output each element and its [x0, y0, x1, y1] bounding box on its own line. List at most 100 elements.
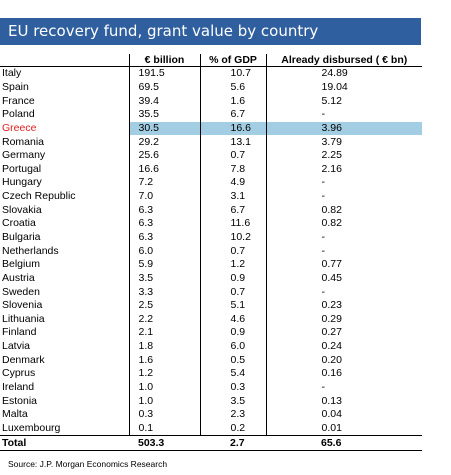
billion-cell: 0.1: [128, 421, 200, 436]
table-row: Bulgaria 6.3 10.2-: [0, 230, 422, 245]
gdp-cell: 16.6: [199, 121, 266, 136]
gdp-cell: 5.6: [199, 80, 266, 95]
table-row: Finland 2.1 0.9 0.27: [0, 326, 422, 340]
billion-cell: 1.0: [128, 380, 200, 395]
country-cell: Slovenia: [2, 299, 43, 312]
gdp-cell: 0.7: [199, 148, 266, 163]
billion-cell: 6.0: [128, 244, 200, 258]
disbursed-cell: 2.16: [265, 162, 422, 177]
table-row: Ireland 1.0 0.3-: [0, 380, 422, 395]
table-row: Croatia 6.3 11.6 0.82: [0, 217, 422, 231]
gdp-cell: 2.3: [199, 408, 266, 422]
disbursed-cell: 0.45: [265, 271, 422, 286]
billion-cell: 1.2: [128, 367, 200, 381]
disbursed-cell: 3.96: [265, 121, 422, 136]
country-cell: Greece: [2, 121, 37, 134]
table-row: Latvia 1.8 6.0 0.24: [0, 339, 422, 354]
disbursed-cell: 0.82: [265, 217, 422, 231]
gdp-cell: 1.2: [199, 257, 266, 272]
disbursed-cell: 0.27: [265, 326, 422, 340]
table-row: Portugal 16.6 7.8 2.16: [0, 162, 422, 177]
country-cell: Czech Republic: [2, 190, 76, 203]
disbursed-cell: 0.20: [265, 353, 422, 368]
disbursed-cell: 0.24: [265, 339, 422, 354]
table-row: Lithuania 2.2 4.6 0.29: [0, 312, 422, 327]
table-row: France 39.4 1.6 5.12: [0, 94, 422, 108]
billion-cell: 25.6: [128, 148, 200, 163]
gdp-cell: 5.4: [199, 367, 266, 381]
billion-cell: 1.0: [128, 394, 200, 409]
billion-cell: 2.1: [128, 326, 200, 340]
gdp-cell: 4.9: [199, 176, 266, 190]
gdp-cell: 5.1: [199, 298, 266, 313]
gdp-cell: 0.3: [199, 380, 266, 395]
country-cell: Luxembourg: [2, 421, 61, 434]
disbursed-cell: 0.13: [265, 394, 422, 409]
gdp-cell: 10.2: [199, 230, 266, 245]
country-cell: Portugal: [2, 162, 42, 175]
gdp-cell: 0.7: [199, 244, 266, 258]
gdp-cell: 0.9: [199, 271, 266, 286]
gdp-cell: 6.0: [199, 339, 266, 354]
country-cell: Italy: [2, 67, 22, 80]
country-cell: Romania: [2, 135, 45, 148]
disbursed-cell: -: [265, 176, 422, 190]
billion-cell: 5.9: [128, 257, 200, 272]
source-note: Source: J.P. Morgan Economics Research: [8, 459, 168, 469]
header-country: [0, 54, 129, 67]
country-cell: Estonia: [2, 394, 38, 407]
table-row: Italy 191.5 10.7 24.89: [0, 66, 422, 81]
country-cell: Austria: [2, 271, 35, 284]
table-row: Sweden 3.3 0.7-: [0, 285, 422, 299]
gdp-cell: 7.8: [199, 162, 266, 177]
billion-cell: 2.2: [128, 312, 200, 327]
country-cell: Latvia: [2, 340, 31, 353]
table-title: EU recovery fund, grant value by country: [0, 18, 421, 45]
total-disbursed: 65.6: [266, 435, 422, 451]
disbursed-cell: 0.23: [265, 298, 422, 313]
table-row: Netherlands 6.0 0.7-: [0, 244, 422, 258]
country-cell: Hungary: [2, 176, 42, 189]
country-cell: Lithuania: [2, 312, 45, 325]
billion-cell: 69.5: [128, 80, 200, 95]
billion-cell: 7.0: [128, 189, 200, 204]
billion-cell: 3.5: [128, 271, 200, 286]
disbursed-cell: 5.12: [265, 94, 422, 108]
header-gdp: % of GDP: [199, 54, 266, 67]
disbursed-cell: 24.89: [265, 66, 422, 81]
disbursed-cell: 0.16: [265, 367, 422, 381]
disbursed-cell: 3.79: [265, 135, 422, 149]
header-disbursed: Already disbursed ( € bn): [265, 54, 422, 67]
gdp-cell: 11.6: [199, 217, 266, 231]
disbursed-cell: 0.77: [265, 257, 422, 272]
table-row: Poland 35.5 6.7-: [0, 107, 422, 122]
country-cell: Netherlands: [2, 244, 59, 257]
country-cell: Spain: [2, 80, 29, 93]
table-row: Germany 25.6 0.7 2.25: [0, 148, 422, 163]
disbursed-cell: 19.04: [265, 80, 422, 95]
country-cell: Poland: [2, 108, 35, 121]
country-cell: Ireland: [2, 381, 35, 394]
table-row: Denmark 1.6 0.5 0.20: [0, 353, 422, 368]
billion-cell: 35.5: [128, 107, 200, 122]
billion-cell: 3.3: [128, 285, 200, 299]
gdp-cell: 1.6: [199, 94, 266, 108]
billion-cell: 1.6: [128, 353, 200, 368]
table-row: Czech Republic 7.0 3.1-: [0, 189, 422, 204]
table-row: Belgium 5.9 1.2 0.77: [0, 257, 422, 272]
country-cell: Cyprus: [2, 367, 36, 380]
gdp-cell: 0.5: [199, 353, 266, 368]
disbursed-cell: -: [265, 230, 422, 245]
disbursed-cell: -: [265, 189, 422, 204]
total-row: Total 503.3 2.7 65.6: [0, 435, 422, 451]
gdp-cell: 4.6: [199, 312, 266, 327]
gdp-cell: 6.7: [199, 107, 266, 122]
country-cell: Sweden: [2, 285, 40, 298]
billion-cell: 1.8: [128, 339, 200, 354]
country-cell: Slovakia: [2, 203, 42, 216]
gdp-cell: 3.5: [199, 394, 266, 409]
table-row: Malta 0.3 2.3 0.04: [0, 408, 422, 422]
disbursed-cell: 0.01: [265, 421, 422, 436]
country-cell: Malta: [2, 408, 28, 421]
gdp-cell: 10.7: [199, 66, 266, 81]
